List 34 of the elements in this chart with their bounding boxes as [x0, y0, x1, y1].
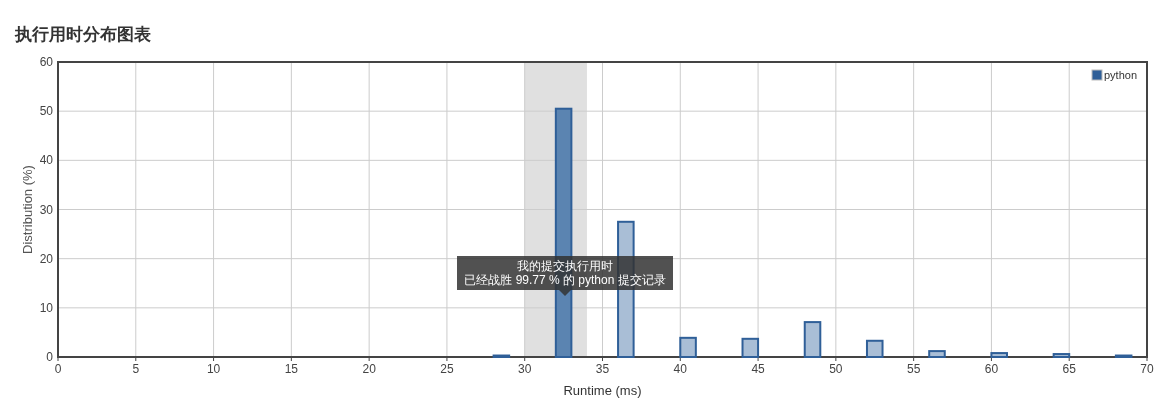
y-tick-label: 40	[39, 153, 54, 168]
bar	[990, 352, 1008, 358]
x-tick-label: 15	[284, 362, 299, 376]
x-tick-label: 55	[906, 362, 921, 376]
bar	[741, 337, 760, 358]
x-tick-label: 40	[673, 362, 688, 376]
x-tick-label: 50	[829, 362, 843, 376]
chart-title: 执行用时分布图表	[14, 25, 152, 44]
bar	[803, 321, 822, 358]
y-tick-label: 20	[39, 251, 54, 266]
y-axis-title: Distribution (%)	[20, 165, 35, 254]
y-tick-label: 10	[39, 300, 54, 315]
x-tick-label: 45	[751, 362, 766, 376]
legend-label: python	[1104, 69, 1138, 81]
x-tick-label: 70	[1140, 362, 1154, 376]
annotation: 我的提交执行用时	[517, 259, 613, 273]
x-tick-label: 10	[206, 362, 221, 376]
annotation: 已经战胜 99.77 % 的 python 提交记录	[464, 273, 666, 287]
x-tick-label: 5	[132, 362, 140, 376]
bar	[928, 350, 946, 358]
bar	[679, 336, 697, 358]
bar	[865, 339, 884, 358]
y-tick-label: 50	[39, 104, 54, 119]
x-axis-title: Runtime (ms)	[563, 383, 642, 398]
x-tick-label: 35	[595, 362, 610, 376]
y-tick-label: 0	[46, 350, 54, 364]
x-tick-label: 65	[1062, 362, 1077, 376]
x-tick-label: 20	[362, 362, 377, 376]
x-tick-label: 25	[440, 362, 454, 376]
x-tick-label: 30	[518, 362, 532, 376]
x-tick-label: 60	[984, 362, 999, 376]
y-tick-label: 60	[39, 55, 54, 69]
bar	[1052, 353, 1071, 358]
y-tick-label: 30	[39, 202, 54, 217]
